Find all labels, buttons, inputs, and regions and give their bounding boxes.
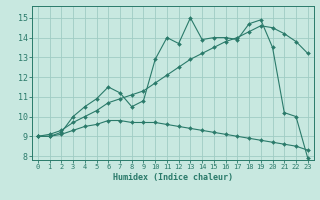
X-axis label: Humidex (Indice chaleur): Humidex (Indice chaleur) <box>113 173 233 182</box>
